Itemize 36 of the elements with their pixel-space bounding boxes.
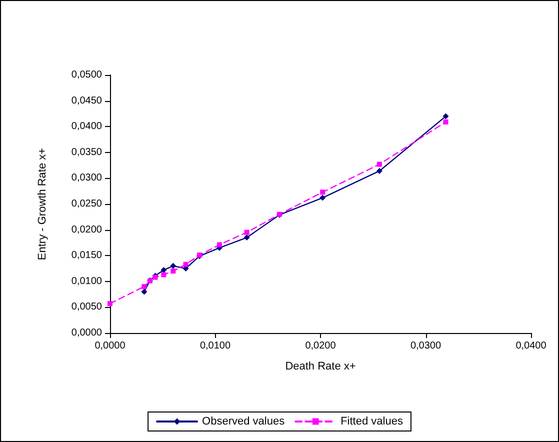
point bbox=[142, 284, 147, 290]
y-tick-label: 0,0500 bbox=[71, 70, 102, 80]
x-tick-label: 0,0200 bbox=[305, 340, 336, 352]
y-tick-label: 0,0400 bbox=[71, 121, 102, 132]
y-tick-label: 0,0250 bbox=[71, 198, 102, 210]
y-tick-label: 0,0300 bbox=[71, 172, 102, 184]
point bbox=[161, 272, 166, 278]
legend-label: Observed values bbox=[202, 416, 286, 428]
point bbox=[244, 230, 250, 235]
x-tick-label: 0,0400 bbox=[516, 340, 547, 352]
y-tick-label: 0,0350 bbox=[71, 146, 102, 158]
x-tick-label: 0,0000 bbox=[94, 340, 126, 352]
point bbox=[376, 168, 382, 174]
x-tick-label: 0,0100 bbox=[200, 340, 231, 352]
y-tick-label: 0,0000 bbox=[71, 328, 102, 338]
point bbox=[320, 190, 326, 195]
point bbox=[376, 162, 382, 167]
point bbox=[244, 234, 250, 241]
y-tick-label: 0,0150 bbox=[71, 250, 102, 262]
y-tick-label: 0,0100 bbox=[71, 276, 102, 287]
x-tick-label: 0,0300 bbox=[410, 340, 442, 352]
point bbox=[141, 288, 148, 295]
y-tick-label: 0,0200 bbox=[71, 224, 102, 236]
point bbox=[183, 262, 188, 267]
point bbox=[170, 268, 176, 274]
point bbox=[442, 113, 449, 120]
y-axis-title: Entry - Growth Rate x+ bbox=[36, 148, 48, 260]
point bbox=[170, 262, 176, 269]
legend-label: Fitted values bbox=[340, 416, 404, 428]
y-tick-label: 0,0050 bbox=[71, 302, 102, 313]
point bbox=[108, 301, 112, 306]
x-axis-title: Death Rate x+ bbox=[285, 360, 356, 372]
point bbox=[320, 194, 326, 201]
point bbox=[216, 242, 222, 248]
y-tick-label: 0,0450 bbox=[71, 95, 102, 106]
point bbox=[443, 119, 448, 124]
